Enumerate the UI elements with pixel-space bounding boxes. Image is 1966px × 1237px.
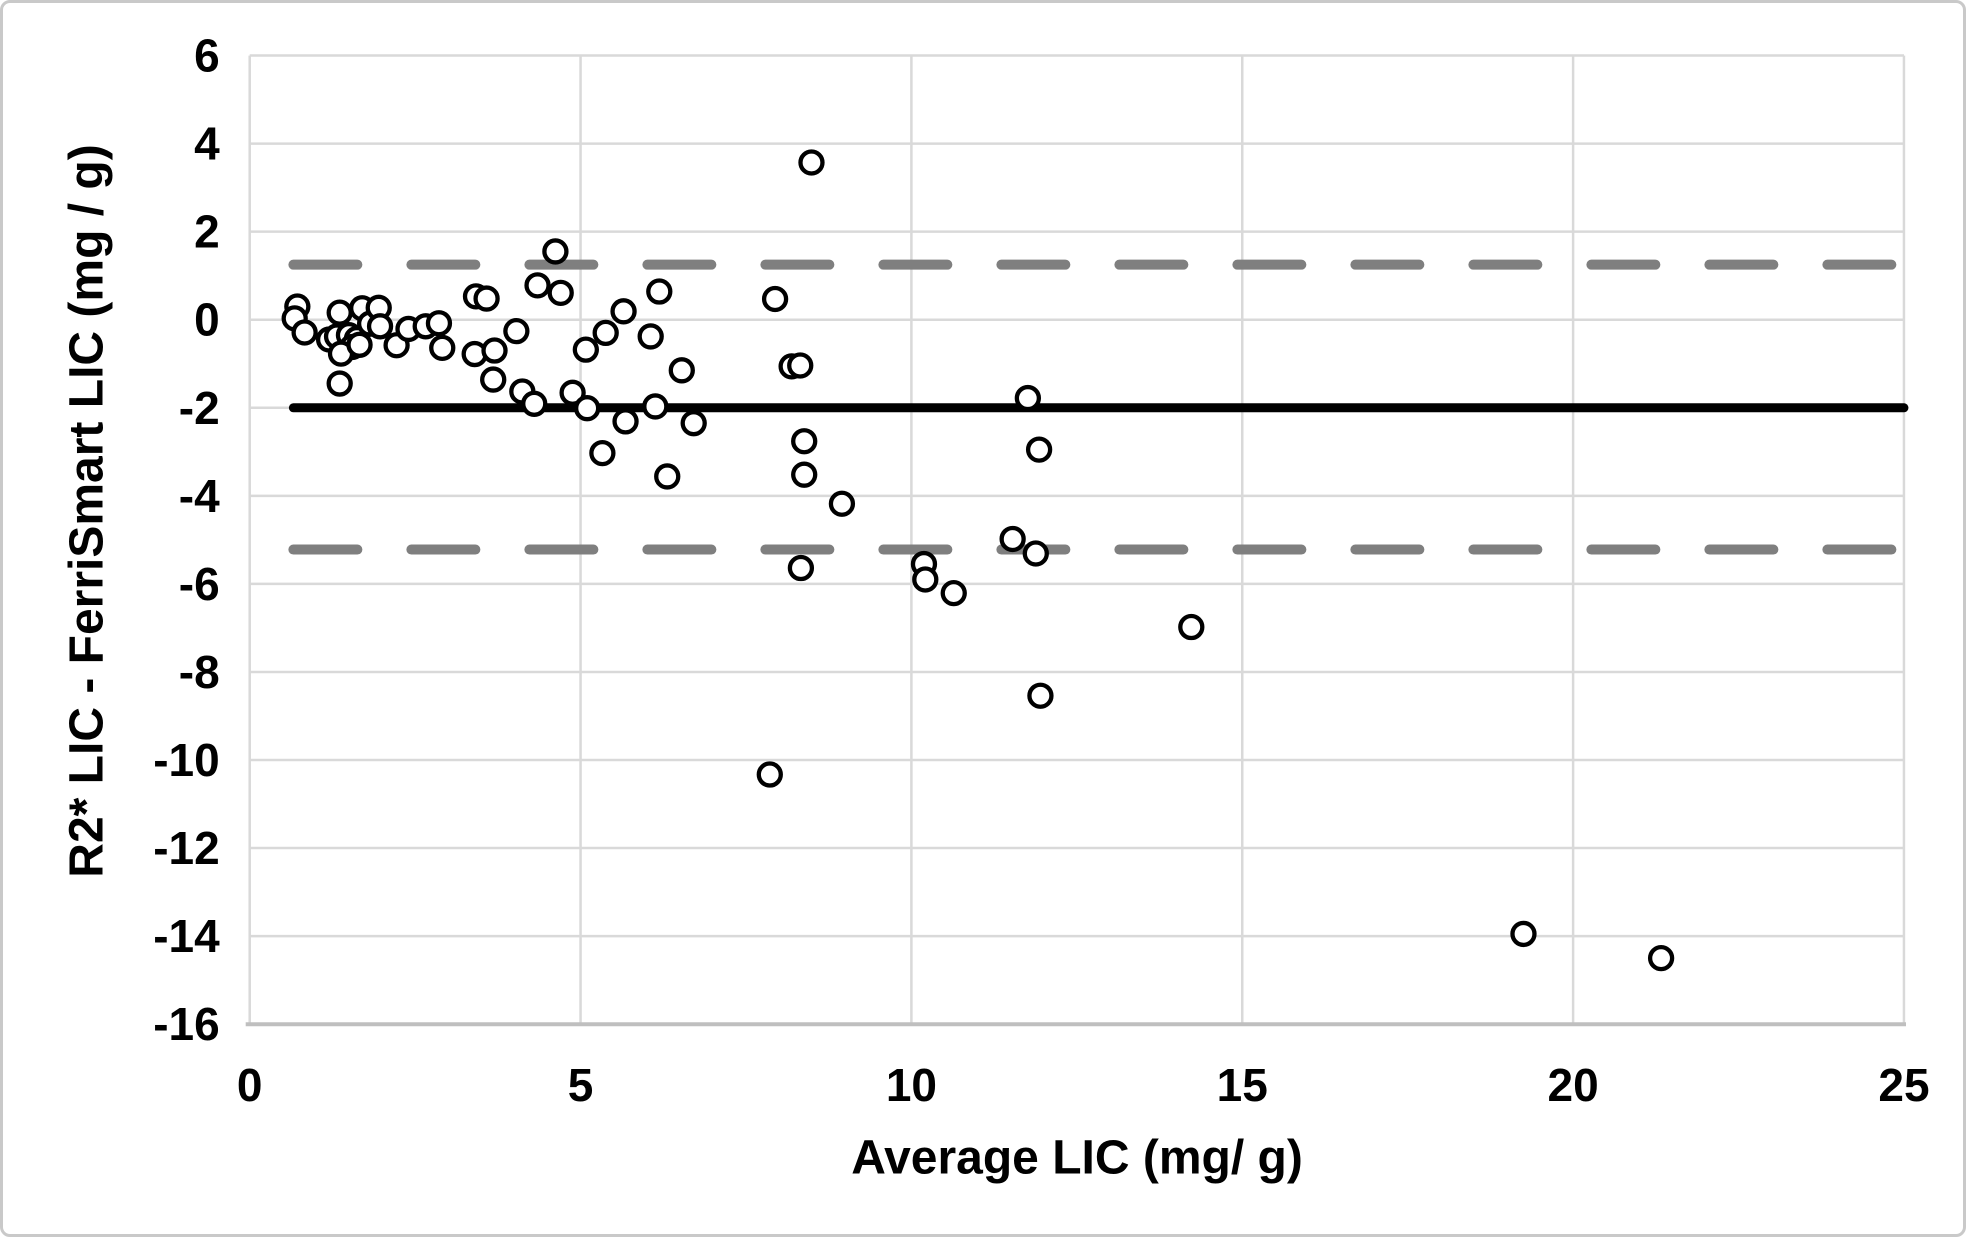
- data-point: [1027, 682, 1054, 709]
- data-point: [326, 370, 353, 397]
- data-point: [1022, 540, 1049, 567]
- data-point: [366, 313, 394, 340]
- data-point: [473, 285, 500, 312]
- data-point: [429, 334, 456, 362]
- x-tick-label: 15: [1217, 1059, 1268, 1111]
- y-tick-label: 2: [194, 206, 220, 258]
- data-point: [559, 379, 586, 406]
- data-point: [791, 461, 818, 488]
- y-axis-title: R2* LIC - FerriSmart LIC (mg / g): [60, 144, 114, 878]
- data-point: [572, 336, 599, 363]
- data-point: [1025, 436, 1053, 463]
- y-tick-label: 6: [194, 30, 220, 82]
- data-point: [592, 319, 619, 347]
- data-point: [1178, 613, 1205, 641]
- y-tick-label: -12: [153, 822, 219, 874]
- data-point: [346, 331, 373, 358]
- data-point: [654, 463, 681, 490]
- y-tick-label: -14: [153, 910, 220, 962]
- data-point: [668, 357, 695, 384]
- data-point: [787, 554, 815, 582]
- data-point: [425, 310, 453, 337]
- y-tick-label: -16: [153, 998, 219, 1050]
- data-point: [999, 525, 1026, 553]
- data-point: [761, 285, 789, 313]
- y-tick-label: -10: [153, 734, 219, 786]
- data-point: [828, 490, 856, 517]
- data-point: [574, 395, 601, 422]
- y-tick-label: -6: [179, 558, 220, 610]
- data-point: [1510, 920, 1537, 948]
- y-tick-label: -2: [179, 382, 220, 434]
- y-tick-label: -4: [179, 470, 220, 522]
- data-point: [791, 428, 818, 455]
- y-tick-label: -8: [179, 646, 220, 698]
- data-point: [940, 579, 967, 607]
- data-point: [521, 390, 548, 417]
- data-point: [481, 337, 508, 364]
- x-tick-label: 10: [886, 1059, 937, 1111]
- data-point: [912, 566, 939, 593]
- x-tick-label: 0: [237, 1059, 263, 1111]
- data-point: [1014, 384, 1042, 412]
- data-point: [1647, 944, 1675, 972]
- y-tick-label: 4: [194, 118, 220, 170]
- x-axis-title: Average LIC (mg/ g): [851, 1131, 1303, 1185]
- data-point: [524, 272, 551, 299]
- data-point: [787, 352, 814, 379]
- data-point: [680, 410, 707, 437]
- data-point: [589, 439, 616, 467]
- data-point: [612, 408, 639, 435]
- data-point: [326, 299, 353, 326]
- data-point: [503, 317, 530, 345]
- x-tick-label: 5: [568, 1059, 594, 1111]
- data-point: [610, 298, 637, 325]
- data-point: [642, 393, 669, 420]
- y-tick-label: 0: [194, 294, 220, 346]
- data-point: [637, 323, 664, 350]
- data-point: [756, 761, 783, 788]
- data-point: [291, 319, 318, 346]
- data-point: [480, 366, 507, 393]
- data-point: [798, 149, 825, 176]
- x-tick-label: 25: [1878, 1059, 1929, 1111]
- data-point: [547, 279, 574, 306]
- data-point: [646, 278, 673, 305]
- data-point: [542, 238, 569, 265]
- x-tick-label: 20: [1548, 1059, 1599, 1111]
